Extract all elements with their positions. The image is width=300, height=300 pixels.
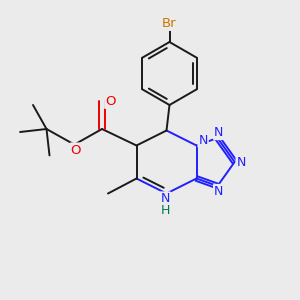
- Text: N: N: [236, 155, 246, 169]
- Text: O: O: [71, 143, 81, 157]
- Text: Br: Br: [162, 17, 177, 30]
- Text: N: N: [214, 185, 224, 198]
- Text: N: N: [160, 192, 170, 206]
- Text: N: N: [214, 126, 224, 139]
- Text: N: N: [198, 134, 208, 147]
- Text: H: H: [160, 203, 170, 217]
- Text: O: O: [105, 95, 116, 108]
